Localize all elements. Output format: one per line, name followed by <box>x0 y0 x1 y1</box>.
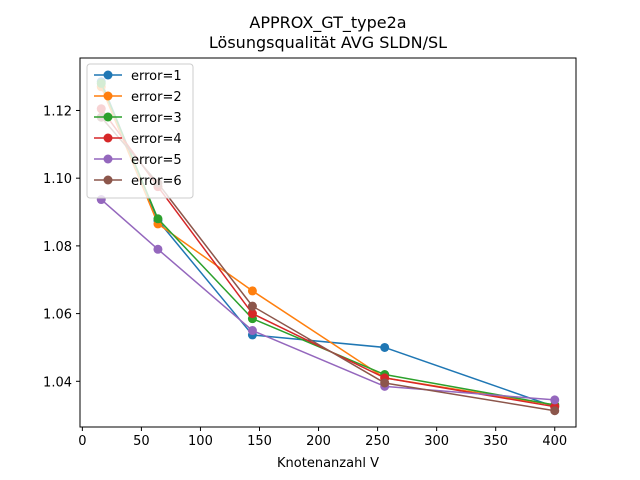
legend-item: error=6 <box>94 174 182 189</box>
data-point <box>247 301 257 311</box>
x-tick-label: 100 <box>188 434 213 449</box>
x-tick-label: 300 <box>424 434 449 449</box>
legend-label: error=4 <box>131 132 182 147</box>
legend-label: error=2 <box>131 90 182 105</box>
legend-box <box>86 63 194 199</box>
data-point <box>247 309 257 319</box>
legend-marker <box>103 133 113 143</box>
legend-marker <box>103 112 113 122</box>
legend: error=1 error=2 error=3 error=4 error=5 error… <box>86 63 194 199</box>
x-tick-label: 400 <box>542 434 567 449</box>
data-point <box>153 214 163 224</box>
legend-label: error=3 <box>131 111 182 126</box>
data-point <box>550 406 560 416</box>
legend-item: error=2 <box>94 90 182 105</box>
legend-item: error=4 <box>94 132 182 147</box>
x-axis-label: Knotenanzahl V <box>277 456 379 471</box>
y-tick-label: 1.10 <box>43 172 72 187</box>
data-point <box>153 244 163 254</box>
chart-title: APPROX_GT_type2a <box>249 13 406 33</box>
legend-label: error=5 <box>131 153 182 168</box>
x-tick-label: 0 <box>78 434 86 449</box>
legend-marker <box>103 154 113 164</box>
y-tick-label: 1.06 <box>43 308 72 323</box>
x-tick-label: 50 <box>133 434 150 449</box>
data-point <box>247 326 257 336</box>
x-tick-label: 250 <box>365 434 390 449</box>
legend-item: error=3 <box>94 111 182 126</box>
data-point <box>247 286 257 296</box>
x-tick-label: 200 <box>306 434 331 449</box>
data-point <box>380 342 390 352</box>
legend-marker <box>103 175 113 185</box>
data-point <box>380 378 390 388</box>
legend-item: error=1 <box>94 69 182 84</box>
x-tick-label: 350 <box>483 434 508 449</box>
plot-frame <box>79 57 577 428</box>
y-tick-label: 1.12 <box>43 104 72 119</box>
axes: 0 50 100 150 200 250 300 350 400 1.04 1.06 1.08 1.10… <box>43 57 577 449</box>
y-tick-label: 1.04 <box>43 375 72 390</box>
data-point <box>550 395 560 405</box>
x-tick-label: 150 <box>247 434 272 449</box>
legend-label: error=1 <box>131 69 182 84</box>
legend-label: error=6 <box>131 174 182 189</box>
legend-marker <box>103 70 113 80</box>
y-tick-label: 1.08 <box>43 240 72 255</box>
series-line <box>100 198 555 401</box>
legend-item: error=5 <box>94 153 182 168</box>
chart-subtitle: Lösungsqualität AVG SLDN/SL <box>209 33 447 52</box>
legend-marker <box>103 91 113 101</box>
